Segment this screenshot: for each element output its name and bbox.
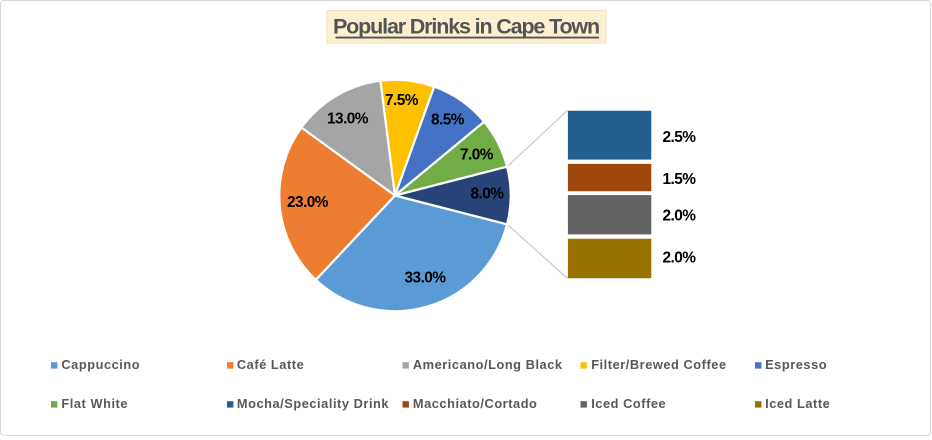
svg-text:8.0%: 8.0%: [471, 185, 505, 202]
svg-text:Iced Coffee: Iced Coffee: [591, 396, 666, 411]
svg-text:Flat White: Flat White: [61, 396, 128, 411]
svg-text:Mocha/Speciality Drink: Mocha/Speciality Drink: [237, 396, 390, 411]
svg-text:Americano/Long Black: Americano/Long Black: [413, 357, 563, 372]
svg-text:2.5%: 2.5%: [663, 129, 697, 146]
svg-text:Cappuccino: Cappuccino: [61, 357, 140, 372]
svg-text:Café Latte: Café Latte: [237, 357, 304, 372]
svg-text:33.0%: 33.0%: [405, 269, 447, 286]
svg-text:8.5%: 8.5%: [431, 111, 465, 128]
svg-text:Espresso: Espresso: [765, 357, 827, 372]
svg-text:2.0%: 2.0%: [663, 250, 697, 267]
svg-text:Popular Drinks in Cape Town: Popular Drinks in Cape Town: [333, 15, 599, 39]
svg-text:13.0%: 13.0%: [327, 110, 369, 127]
svg-text:23.0%: 23.0%: [287, 194, 329, 211]
svg-text:7.0%: 7.0%: [460, 147, 494, 164]
svg-text:Macchiato/Cortado: Macchiato/Cortado: [413, 396, 538, 411]
svg-text:1.5%: 1.5%: [663, 171, 697, 188]
svg-text:7.5%: 7.5%: [385, 92, 419, 109]
svg-text:Iced Latte: Iced Latte: [765, 396, 830, 411]
svg-text:Filter/Brewed Coffee: Filter/Brewed Coffee: [591, 357, 726, 372]
svg-text:2.0%: 2.0%: [663, 208, 697, 225]
